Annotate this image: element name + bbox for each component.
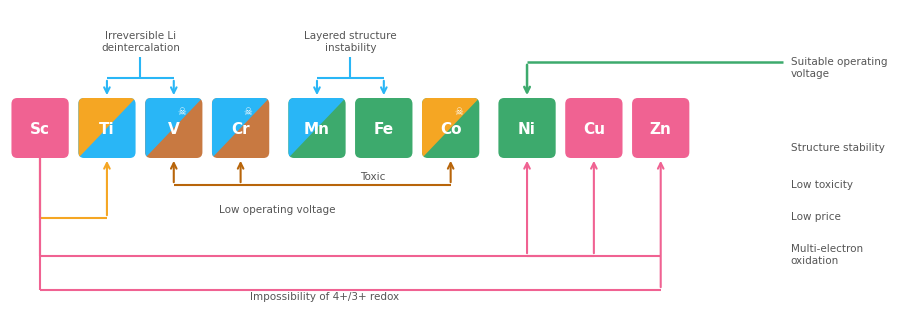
Text: ☠: ☠ [177,107,185,117]
Text: Ni: Ni [518,123,536,137]
Text: Layered structure
instability: Layered structure instability [304,31,397,53]
Polygon shape [422,98,480,158]
Text: Cu: Cu [583,123,605,137]
FancyBboxPatch shape [565,98,623,158]
Polygon shape [288,98,346,158]
Text: Low price: Low price [790,212,841,222]
Text: Suitable operating
voltage: Suitable operating voltage [790,57,887,79]
FancyBboxPatch shape [145,98,202,158]
Text: V: V [168,123,180,137]
Text: Fe: Fe [374,123,394,137]
Text: ☠: ☠ [454,107,463,117]
Text: Co: Co [440,123,462,137]
Text: Mn: Mn [304,123,330,137]
Polygon shape [78,98,136,158]
Text: Irreversible Li
deintercalation: Irreversible Li deintercalation [101,31,180,53]
FancyBboxPatch shape [288,98,346,158]
FancyBboxPatch shape [499,98,555,158]
Text: Ti: Ti [99,123,114,137]
Text: Low operating voltage: Low operating voltage [219,205,335,215]
Text: Cr: Cr [231,123,250,137]
FancyBboxPatch shape [422,98,480,158]
FancyBboxPatch shape [212,98,269,158]
Text: Toxic: Toxic [360,172,385,182]
FancyBboxPatch shape [78,98,136,158]
FancyBboxPatch shape [12,98,68,158]
Text: Multi-electron
oxidation: Multi-electron oxidation [790,244,863,266]
Polygon shape [145,98,202,158]
Text: Low toxicity: Low toxicity [790,180,852,190]
FancyBboxPatch shape [632,98,689,158]
Text: Impossibility of 4+/3+ redox: Impossibility of 4+/3+ redox [250,292,400,302]
FancyBboxPatch shape [356,98,412,158]
Text: Structure stability: Structure stability [790,143,885,153]
Text: Sc: Sc [30,123,50,137]
Text: ☠: ☠ [244,107,253,117]
Polygon shape [212,98,269,158]
Text: Zn: Zn [650,123,671,137]
Polygon shape [356,98,412,158]
